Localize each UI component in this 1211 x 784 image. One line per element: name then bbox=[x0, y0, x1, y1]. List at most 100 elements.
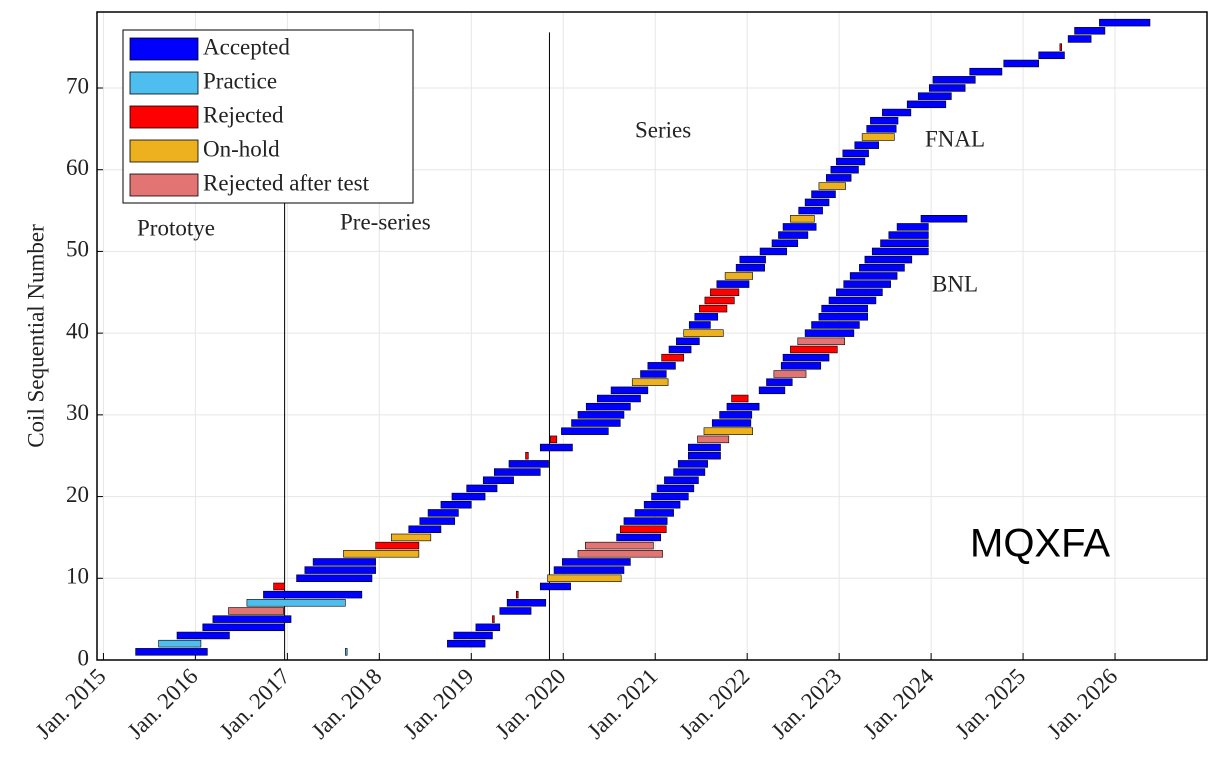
bar bbox=[836, 157, 866, 166]
bar bbox=[688, 321, 711, 329]
x-tick-label: Jan. 2026 bbox=[1042, 664, 1122, 744]
bar bbox=[577, 550, 663, 558]
bar bbox=[683, 329, 724, 337]
x-tick-label: Jan. 2019 bbox=[399, 664, 479, 744]
bar bbox=[849, 272, 898, 280]
bar bbox=[825, 174, 852, 182]
bar bbox=[506, 599, 547, 607]
bar bbox=[447, 639, 486, 648]
x-tick-label: Jan. 2018 bbox=[307, 664, 387, 744]
bar bbox=[135, 648, 208, 656]
bar bbox=[782, 223, 817, 231]
annotation: Pre-series bbox=[340, 209, 431, 234]
bar bbox=[1059, 43, 1062, 51]
bar bbox=[830, 165, 859, 174]
annotation: BNL bbox=[932, 271, 978, 296]
bar bbox=[797, 337, 845, 346]
bar bbox=[880, 239, 929, 247]
annotation: Series bbox=[635, 117, 691, 142]
y-tick-label: 70 bbox=[66, 73, 89, 98]
bar bbox=[1038, 51, 1065, 60]
bar bbox=[711, 419, 752, 427]
bar bbox=[771, 239, 799, 247]
bar bbox=[804, 198, 830, 207]
bar bbox=[703, 427, 754, 435]
x-tick-label: Jan. 2015 bbox=[31, 664, 111, 744]
bar bbox=[864, 255, 913, 264]
bar bbox=[296, 574, 373, 583]
bar bbox=[202, 623, 285, 632]
bar bbox=[596, 394, 641, 403]
bar bbox=[716, 280, 750, 288]
bar bbox=[888, 231, 929, 239]
x-tick-label: Jan. 2023 bbox=[766, 664, 846, 744]
x-tick-label: Jan. 2020 bbox=[491, 664, 571, 744]
bar bbox=[656, 484, 695, 493]
legend-swatch bbox=[129, 173, 199, 197]
y-tick-label: 30 bbox=[66, 400, 89, 425]
bar bbox=[539, 582, 571, 591]
bar bbox=[778, 231, 809, 239]
bar bbox=[562, 558, 631, 566]
bar bbox=[719, 411, 753, 419]
annotation: FNAL bbox=[925, 126, 985, 151]
bar bbox=[735, 264, 765, 272]
bar bbox=[871, 247, 929, 256]
bar bbox=[699, 304, 728, 313]
bar bbox=[643, 501, 681, 509]
legend-swatch bbox=[129, 37, 199, 61]
bar bbox=[634, 509, 674, 517]
y-axis-label: Coil Sequential Number bbox=[23, 224, 48, 448]
bar bbox=[688, 451, 721, 460]
bar bbox=[882, 108, 912, 117]
bar bbox=[766, 378, 793, 386]
bar bbox=[920, 215, 968, 223]
y-tick-label: 10 bbox=[66, 564, 89, 589]
bar bbox=[773, 370, 807, 378]
annotation: MQXFA bbox=[970, 522, 1110, 566]
bar bbox=[726, 402, 760, 411]
bar bbox=[375, 541, 420, 550]
bar bbox=[870, 116, 899, 125]
bar bbox=[1099, 18, 1151, 27]
annotation: Prototye bbox=[137, 215, 215, 240]
bar bbox=[739, 255, 766, 264]
bar bbox=[525, 451, 529, 460]
legend-label: Practice bbox=[203, 68, 277, 93]
legend-swatch bbox=[129, 139, 199, 163]
bar bbox=[859, 264, 905, 272]
bar bbox=[661, 353, 685, 362]
bar bbox=[493, 468, 541, 476]
bar bbox=[821, 304, 868, 313]
bar bbox=[1003, 59, 1040, 68]
y-tick-label: 40 bbox=[66, 318, 89, 343]
y-tick-label: 50 bbox=[66, 237, 89, 262]
bar bbox=[273, 582, 285, 591]
bar bbox=[811, 321, 860, 329]
bar bbox=[704, 296, 735, 305]
bar bbox=[843, 280, 891, 288]
bar bbox=[697, 435, 730, 444]
bar bbox=[539, 443, 573, 452]
bar bbox=[304, 566, 376, 574]
bar bbox=[906, 100, 947, 109]
legend-label: Accepted bbox=[203, 34, 290, 59]
bar bbox=[836, 288, 883, 297]
x-tick-label: Jan. 2016 bbox=[123, 664, 203, 744]
bar bbox=[688, 443, 721, 452]
legend: Accepted Practice Rejected On-hold Rejected … bbox=[122, 29, 414, 204]
bar bbox=[390, 533, 432, 542]
bar bbox=[1074, 27, 1106, 35]
bar bbox=[246, 599, 346, 607]
bar bbox=[854, 141, 879, 149]
y-tick-label: 0 bbox=[78, 645, 90, 670]
bar bbox=[932, 76, 976, 84]
bar bbox=[451, 492, 486, 501]
bar bbox=[619, 525, 667, 533]
legend-swatch bbox=[129, 71, 199, 95]
x-tick-label: Jan. 2022 bbox=[674, 664, 754, 744]
bar bbox=[647, 362, 676, 370]
bar bbox=[312, 558, 376, 566]
bar bbox=[616, 533, 662, 542]
